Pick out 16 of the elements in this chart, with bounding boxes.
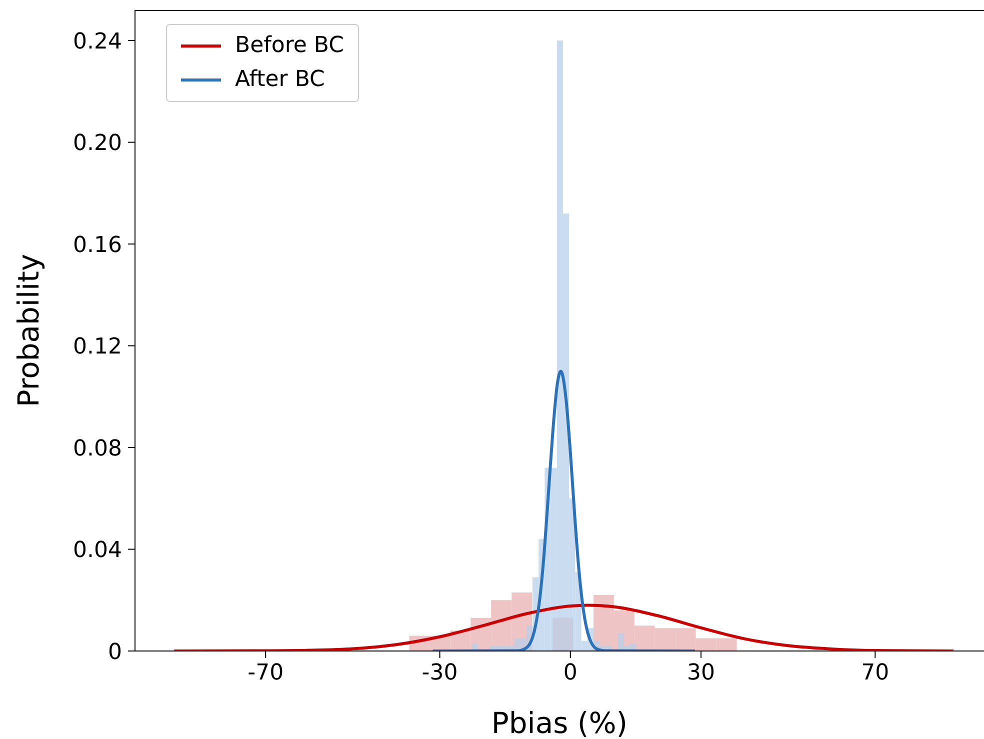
x-tick-label: 0: [563, 660, 578, 686]
x-tick-label: 70: [861, 660, 890, 686]
y-tick-label: 0: [108, 640, 122, 665]
y-tick-label: 0.04: [73, 538, 122, 564]
y-tick-label: 0.24: [73, 29, 122, 54]
x-tick-label: -30: [422, 660, 458, 686]
y-tick-label: 0.08: [73, 436, 122, 462]
x-tick-label: 30: [687, 660, 715, 686]
y-tick-label: 0.16: [73, 232, 122, 258]
y-axis-title: Probability: [11, 254, 46, 408]
y-tick-label: 0.12: [73, 334, 122, 360]
x-axis-title: Pbias (%): [491, 706, 628, 739]
legend-label: Before BC: [235, 32, 344, 60]
x-tick-label: -70: [248, 660, 284, 686]
y-tick-label: 0.20: [73, 131, 122, 156]
legend-label: After BC: [235, 66, 325, 94]
